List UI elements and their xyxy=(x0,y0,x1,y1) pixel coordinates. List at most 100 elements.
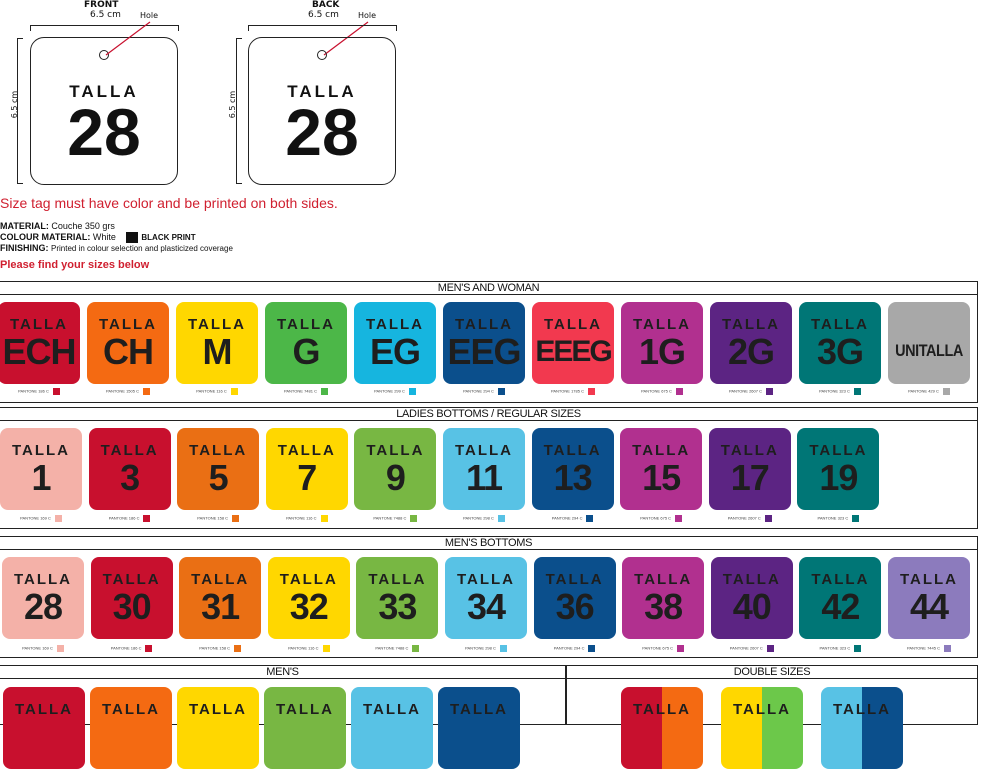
tag-size: 15 xyxy=(642,457,681,498)
pantone-swatch xyxy=(322,645,330,652)
pantone-label: PANTONE 323 C xyxy=(799,388,881,395)
size-tag: TALLA 42 xyxy=(799,557,882,639)
pantone-code: PANTONE 323 C xyxy=(817,515,849,521)
pantone-label: PANTONE 299 C xyxy=(354,388,436,395)
tag-talla: TALLA xyxy=(14,701,74,718)
front-title: FRONT xyxy=(84,0,119,10)
tag-size: 42 xyxy=(821,586,860,627)
pantone-swatch xyxy=(766,645,774,652)
size-tag: TALLA 31 xyxy=(179,557,262,639)
size-tag: TALLA M xyxy=(176,302,258,384)
pantone-swatch xyxy=(677,645,685,652)
tag-size: EEG xyxy=(447,331,521,372)
pantone-code: PANTONE 429 C xyxy=(908,388,939,394)
front-number: 28 xyxy=(67,95,141,169)
tag-size: 13 xyxy=(553,457,593,498)
tag-talla: TALLA xyxy=(191,571,250,588)
tag-talla: TALLA xyxy=(543,442,602,459)
tag-talla: TALLA xyxy=(98,316,158,333)
back-tag-drawing: TALLA 28 xyxy=(248,37,396,185)
colour-label: COLOUR MATERIAL: xyxy=(0,232,91,242)
tag-talla: TALLA xyxy=(456,571,516,588)
size-tag: TALLA 1 xyxy=(0,428,82,510)
tag-talla: TALLA xyxy=(276,316,336,333)
pantone-label: PANTONE 298 C xyxy=(443,515,525,522)
pantone-label: PANTONE 2607 C xyxy=(710,388,792,395)
size-tag: TALLA 44 xyxy=(888,557,970,639)
pantone-label: PANTONE 323 C xyxy=(797,515,879,522)
tag-size: 28 xyxy=(23,586,63,627)
front-tag-drawing: TALLA 28 xyxy=(30,37,178,185)
size-tag: TALLA 1G xyxy=(621,302,703,384)
pantone-label: PANTONE 323 C xyxy=(799,645,881,652)
pantone-swatch xyxy=(586,515,594,522)
pantone-swatch xyxy=(410,515,418,522)
size-tag: TALLA 40 xyxy=(710,557,793,639)
pantone-label: PANTONE 294 C xyxy=(443,388,525,395)
pantone-code: PANTONE 2607 C xyxy=(729,645,763,651)
pantone-code: PANTONE 169 C xyxy=(22,645,53,651)
size-tag: TALLA EEEG xyxy=(532,302,614,384)
pantone-code: PANTONE 2607 C xyxy=(727,515,761,521)
tag-talla: TALLA xyxy=(454,442,514,459)
colour-value: White xyxy=(92,232,116,242)
pantone-label: PANTONE 158 C xyxy=(177,515,259,522)
tag-size: 5 xyxy=(208,457,229,498)
size-tag: TALLA xyxy=(177,687,259,769)
tag-talla: TALLA xyxy=(454,316,514,333)
size-tag: TALLA xyxy=(351,687,433,769)
size-tag: TALLA G xyxy=(265,302,347,384)
section-title: MEN'S BOTTOMS xyxy=(0,537,977,550)
pantone-code: PANTONE 7481 C xyxy=(284,388,317,394)
pantone-label: PANTONE 294 C xyxy=(534,645,616,652)
tag-talla: TALLA xyxy=(832,701,892,718)
size-tag: TALLA xyxy=(821,687,903,769)
pantone-label: PANTONE 7488 C xyxy=(354,515,436,522)
size-tag: TALLA 28 xyxy=(2,557,84,639)
tag-size: 40 xyxy=(732,586,772,627)
hole-pointer-lines xyxy=(105,21,369,56)
pantone-label: PANTONE 116 C xyxy=(268,645,350,652)
pantone-code: PANTONE 675 C xyxy=(640,515,672,521)
front-width-dimension xyxy=(30,25,179,31)
pantone-label: PANTONE 7481 C xyxy=(265,388,347,395)
pantone-swatch xyxy=(588,645,596,652)
pantone-label: PANTONE 186 C xyxy=(91,645,173,652)
pantone-label: PANTONE 429 C xyxy=(888,388,970,395)
section-title: DOUBLE SIZES xyxy=(567,666,977,679)
pantone-swatch xyxy=(142,388,150,395)
pantone-code: PANTONE 1785 C xyxy=(551,388,584,394)
size-tag: TALLA 3G xyxy=(799,302,881,384)
black-print-label: BLACK PRINT xyxy=(141,233,196,242)
pantone-swatch xyxy=(54,515,62,522)
black-swatch xyxy=(126,232,139,244)
tag-talla: TALLA xyxy=(632,316,692,333)
pantone-swatch xyxy=(497,515,505,522)
tag-talla: TALLA xyxy=(368,571,427,588)
tag-size: UNITALLA xyxy=(895,341,963,360)
pantone-swatch xyxy=(675,388,683,395)
tag-talla: TALLA xyxy=(899,571,959,588)
tag-size: ECH xyxy=(2,331,76,372)
pantone-swatch xyxy=(499,645,507,652)
pantone-code: PANTONE 294 C xyxy=(551,515,583,521)
pantone-code: PANTONE 169 C xyxy=(20,515,51,521)
material-label: MATERIAL: xyxy=(0,221,49,231)
tag-talla: TALLA xyxy=(100,442,159,459)
size-tag: TALLA 38 xyxy=(622,557,705,639)
pantone-code: PANTONE 323 C xyxy=(819,645,851,651)
size-tag: TALLA 5 xyxy=(177,428,260,510)
size-tag: TALLA 3 xyxy=(88,428,171,510)
pantone-label: PANTONE 116 C xyxy=(176,388,258,395)
pantone-code: PANTONE 298 C xyxy=(463,515,494,521)
tag-size: 3 xyxy=(120,457,140,498)
pantone-swatch xyxy=(853,388,861,395)
tag-size: 36 xyxy=(555,586,595,627)
tag-size: 32 xyxy=(289,586,329,627)
front-hole-label: Hole xyxy=(140,11,159,20)
size-tag: TALLA EEG xyxy=(443,302,525,384)
size-tag: TALLA xyxy=(3,687,85,769)
pantone-label: PANTONE 1785 C xyxy=(532,388,614,395)
pantone-swatch xyxy=(320,388,328,395)
pantone-swatch xyxy=(320,515,328,522)
